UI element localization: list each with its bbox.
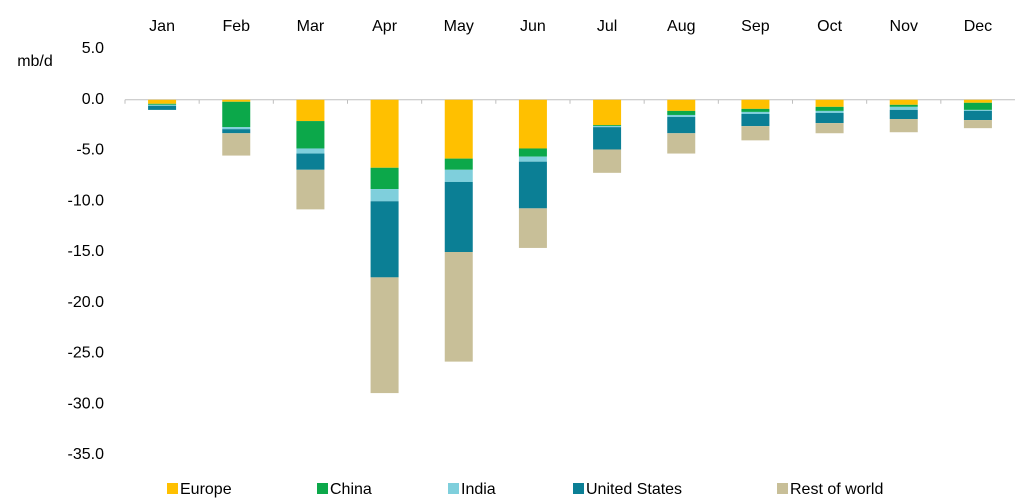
bar-segment [444, 99, 473, 159]
bar-segment [741, 113, 770, 127]
bar-segment [518, 156, 547, 162]
x-tick-label: Apr [372, 18, 398, 35]
bar-segment [370, 167, 399, 190]
y-tick-label: -5.0 [76, 142, 104, 159]
legend-label: Europe [180, 481, 232, 498]
bar-segment [889, 106, 918, 110]
bar-segment [593, 126, 622, 128]
bar-segment [815, 106, 844, 111]
bar-segment [148, 99, 177, 104]
bar-segment [889, 119, 918, 133]
legend-swatch [777, 483, 788, 494]
y-tick-label: -30.0 [68, 395, 105, 412]
bar-segment [222, 99, 251, 102]
bar-segment [963, 110, 992, 121]
legend-label: India [461, 481, 496, 498]
legend-label: Rest of world [790, 481, 883, 498]
bar-segment [963, 102, 992, 110]
legend-swatch [448, 483, 459, 494]
bar-segment [148, 103, 177, 105]
y-tick-label: -20.0 [68, 294, 105, 311]
bar-segment [667, 117, 696, 134]
y-tick-label: 5.0 [82, 40, 104, 57]
bar-segment [296, 99, 325, 122]
x-tick-label: Oct [817, 18, 842, 35]
bar-segment [444, 158, 473, 170]
bar-segment [963, 109, 992, 111]
legend-swatch [573, 483, 584, 494]
x-tick-label: Dec [964, 18, 992, 35]
bar-segment [296, 148, 325, 154]
bar-segment [518, 99, 547, 149]
bar-segment [370, 201, 399, 278]
y-tick-label: -25.0 [68, 345, 105, 362]
bar-segment [370, 277, 399, 394]
bar-segment [296, 121, 325, 149]
bar-segment [889, 104, 918, 107]
bar-segment [889, 99, 918, 105]
y-tick-label: 0.0 [82, 91, 104, 108]
bar-segment [815, 123, 844, 134]
bar-segment [667, 114, 696, 118]
bar-segment [963, 99, 992, 103]
bar-segment [741, 108, 770, 112]
x-tick-label: Jul [597, 18, 617, 35]
y-tick-label: -35.0 [68, 446, 105, 463]
bar-segment [444, 181, 473, 252]
bar-segment [370, 189, 399, 202]
x-tick-label: Mar [297, 18, 325, 35]
y-axis-label: mb/d [17, 53, 53, 70]
bar-segment [815, 99, 844, 107]
bar-segment [667, 133, 696, 154]
bar-segment [222, 133, 251, 156]
bar-segment [518, 148, 547, 157]
x-tick-label: Sep [741, 18, 770, 35]
bar-segment [222, 127, 251, 130]
bar-segment [667, 110, 696, 115]
bar-segment [370, 99, 399, 168]
bar-segment [296, 153, 325, 170]
bar-segment [815, 112, 844, 124]
x-tick-label: May [444, 18, 474, 35]
legend-swatch [167, 483, 178, 494]
bar-segment [593, 99, 622, 126]
bar-segment [518, 208, 547, 248]
x-tick-label: Feb [222, 18, 250, 35]
x-tick-label: Aug [667, 18, 695, 35]
bar-segment [593, 125, 622, 127]
x-tick-label: Jun [520, 18, 546, 35]
legend-label: United States [586, 481, 682, 498]
bar-segment [222, 129, 251, 134]
bar-segment [741, 99, 770, 109]
bar-segment [667, 99, 696, 111]
y-tick-label: -10.0 [68, 192, 105, 209]
bar-segment [815, 110, 844, 113]
x-tick-label: Jan [149, 18, 175, 35]
bar-segment [741, 111, 770, 114]
bar-segment [963, 120, 992, 129]
bar-segment [444, 252, 473, 362]
y-tick-label: -15.0 [68, 243, 105, 260]
bar-segment [593, 149, 622, 173]
bar-segment [296, 169, 325, 210]
bar-segment [444, 169, 473, 182]
bar-segment [148, 105, 177, 110]
bar-segment [518, 161, 547, 209]
bar-segment [741, 126, 770, 141]
legend-label: China [330, 481, 372, 498]
legend-swatch [317, 483, 328, 494]
bar-segment [222, 101, 251, 128]
bar-segment [889, 109, 918, 120]
bar-segment [148, 104, 177, 106]
x-tick-label: Nov [890, 18, 918, 35]
bar-segment [593, 127, 622, 150]
